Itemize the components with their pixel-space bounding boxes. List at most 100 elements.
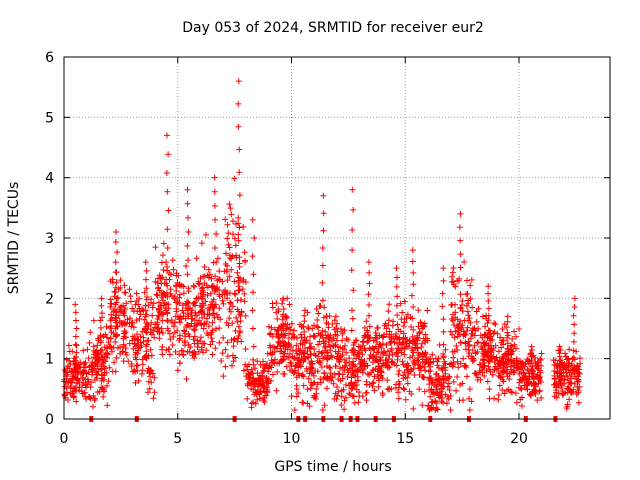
data-point (90, 317, 97, 324)
data-point (269, 371, 276, 378)
data-point (327, 332, 334, 339)
data-point (73, 349, 80, 356)
data-point (501, 390, 508, 397)
data-point (321, 304, 328, 311)
data-point (446, 386, 453, 393)
data-point (106, 364, 113, 371)
data-point (312, 352, 319, 359)
data-point (528, 343, 535, 350)
data-point (361, 365, 368, 372)
data-point (410, 269, 417, 276)
data-point (301, 334, 308, 341)
data-point (276, 360, 283, 367)
data-point (94, 389, 101, 396)
data-point (476, 361, 483, 368)
data-point (381, 331, 388, 338)
data-point (487, 331, 494, 338)
data-point (441, 358, 448, 365)
data-point (205, 266, 212, 273)
data-point (553, 363, 560, 370)
data-point (485, 290, 492, 297)
data-point (388, 359, 395, 366)
data-point (472, 327, 479, 334)
data-point (72, 333, 79, 340)
data-point (192, 312, 199, 319)
data-point (95, 335, 102, 342)
data-point (513, 345, 520, 352)
data-point (475, 305, 482, 312)
data-point (268, 351, 275, 358)
data-point (127, 298, 134, 305)
data-point (562, 350, 569, 357)
data-point (416, 371, 423, 378)
data-point (202, 231, 209, 238)
data-point (428, 399, 435, 406)
data-point (571, 295, 578, 302)
data-point (231, 335, 238, 342)
data-point (108, 315, 115, 322)
data-point (142, 276, 149, 283)
data-point (320, 210, 327, 217)
data-point (208, 275, 215, 282)
data-point (366, 335, 373, 342)
data-point (241, 290, 248, 297)
data-point (120, 310, 127, 317)
data-point (512, 333, 519, 340)
data-point (466, 341, 473, 348)
data-point (565, 360, 572, 367)
data-point (359, 342, 366, 349)
data-point (497, 334, 504, 341)
data-point (103, 334, 110, 341)
data-point (504, 340, 511, 347)
x-tick-label: 20 (510, 431, 528, 447)
data-point (88, 366, 95, 373)
data-point (551, 393, 558, 400)
data-point (84, 346, 91, 353)
data-point (111, 288, 118, 295)
data-point (551, 372, 558, 379)
data-point (570, 365, 577, 372)
data-point (160, 240, 167, 247)
data-point (470, 357, 477, 364)
data-point (316, 359, 323, 366)
data-point (474, 348, 481, 355)
data-point (389, 358, 396, 365)
data-point (112, 368, 119, 375)
data-point (250, 343, 257, 350)
data-point (556, 378, 563, 385)
data-point (574, 378, 581, 385)
data-point (117, 344, 124, 351)
data-point (339, 330, 346, 337)
data-point (366, 344, 373, 351)
data-point (366, 334, 373, 341)
data-point (103, 323, 110, 330)
data-point (123, 300, 130, 307)
data-point (354, 373, 361, 380)
data-point (314, 381, 321, 388)
data-point (534, 365, 541, 372)
data-point (342, 381, 349, 388)
data-point (294, 355, 301, 362)
data-point (349, 361, 356, 368)
data-point (379, 375, 386, 382)
data-point (69, 390, 76, 397)
data-point (393, 362, 400, 369)
data-point (415, 354, 422, 361)
data-point (111, 359, 118, 366)
data-point (249, 216, 256, 223)
data-point (224, 353, 231, 360)
data-point (393, 265, 400, 272)
data-point (557, 357, 564, 364)
data-point (99, 310, 106, 317)
data-point (363, 389, 370, 396)
data-point (181, 327, 188, 334)
data-point (113, 354, 120, 361)
data-point (416, 386, 423, 393)
data-point (450, 378, 457, 385)
data-point (216, 268, 223, 275)
data-point (164, 282, 171, 289)
data-point (134, 362, 141, 369)
data-point (410, 281, 417, 288)
data-point (86, 394, 93, 401)
data-point (399, 358, 406, 365)
